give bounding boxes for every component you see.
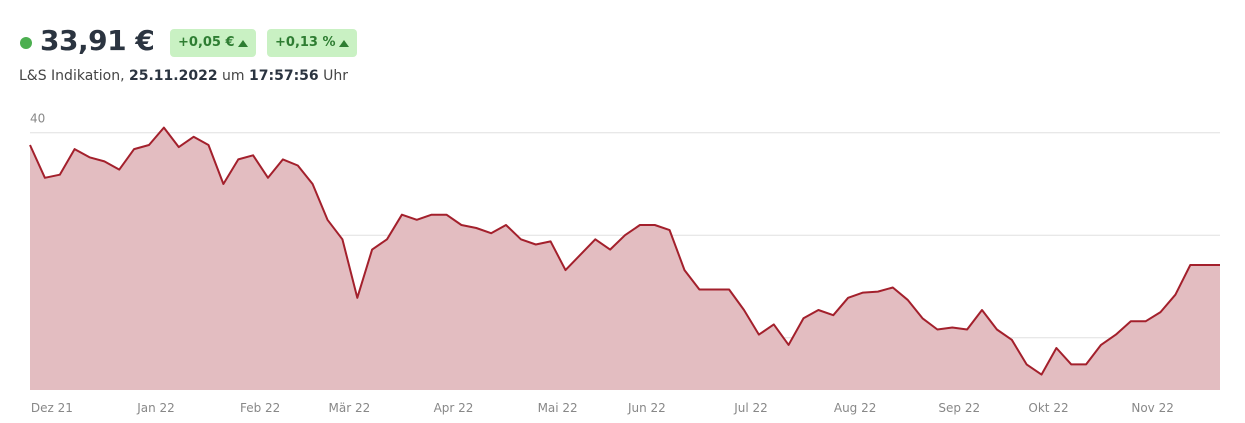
- source: L&S Indikation,: [19, 68, 125, 84]
- x-tick-label: Mär 22: [329, 401, 371, 415]
- up-icon: [237, 39, 248, 47]
- x-tick-label: Sep 22: [938, 401, 980, 415]
- date: 25.11.2022: [129, 68, 218, 84]
- x-tick-label: Mai 22: [538, 401, 578, 415]
- change-badge: +0,05 €: [170, 29, 256, 57]
- x-tick-label: Jan 22: [136, 401, 175, 415]
- price-line: [29, 126, 1220, 376]
- time: 17:57:56: [249, 68, 319, 84]
- x-tick-label: Apr 22: [434, 401, 474, 415]
- x-tick-label: Jul 22: [733, 401, 768, 415]
- change-badge: +0,13 %: [267, 29, 357, 57]
- subtitle: L&S Indikation, 25.11.2022 um 17:57:56 U…: [19, 68, 348, 84]
- x-tick-label: Dez 21: [31, 401, 73, 415]
- x-tick-label: Feb 22: [240, 401, 280, 415]
- suffix: Uhr: [323, 68, 348, 84]
- change-pct: +0,13 %: [275, 35, 336, 50]
- status-dot: [20, 37, 32, 49]
- at: um: [222, 68, 245, 84]
- change-abs: +0,05 €: [178, 35, 235, 50]
- x-tick-label: Nov 22: [1131, 401, 1174, 415]
- up-icon: [338, 39, 349, 47]
- price: 33,91 €: [40, 24, 155, 57]
- area-fill: [30, 127, 1220, 390]
- x-tick-label: Jun 22: [627, 401, 666, 415]
- y-tick-label: 40: [30, 112, 45, 126]
- x-tick-label: Aug 22: [834, 401, 877, 415]
- x-tick-label: Okt 22: [1028, 401, 1068, 415]
